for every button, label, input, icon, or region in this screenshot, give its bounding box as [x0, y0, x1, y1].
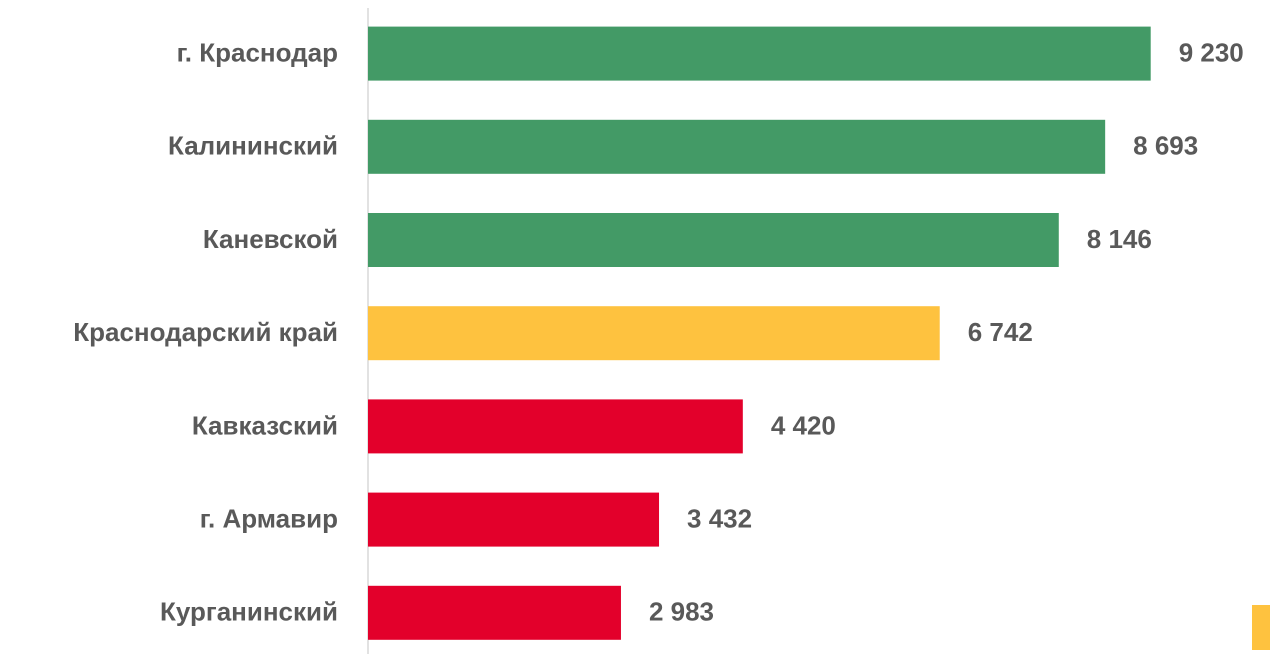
bar [368, 119, 1106, 174]
value-label: 6 742 [968, 317, 1033, 347]
value-label: 8 146 [1087, 224, 1152, 254]
value-label: 8 693 [1133, 131, 1198, 161]
category-label: Каневской [203, 224, 338, 254]
category-label: Калининский [168, 131, 338, 161]
category-label: Краснодарский край [73, 317, 338, 347]
bar [368, 492, 660, 547]
bar [368, 399, 743, 454]
value-label: 4 420 [771, 410, 836, 440]
category-label: г. Армавир [200, 503, 338, 533]
value-label: 2 983 [649, 597, 714, 627]
bar [368, 585, 621, 640]
bar [368, 213, 1059, 267]
category-label: Кавказский [192, 410, 338, 440]
decoration [1252, 605, 1270, 650]
value-label: 3 432 [687, 503, 752, 533]
category-label: г. Краснодар [177, 37, 338, 67]
bar [368, 26, 1151, 81]
value-label: 9 230 [1179, 37, 1244, 67]
bar [368, 306, 940, 361]
category-label: Курганинский [160, 597, 338, 627]
